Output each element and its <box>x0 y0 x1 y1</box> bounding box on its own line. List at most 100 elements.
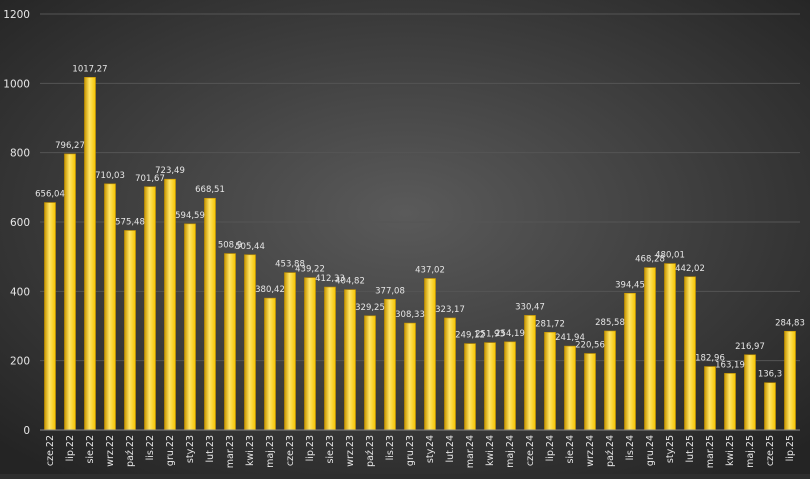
bar <box>624 292 636 431</box>
bar <box>144 186 156 431</box>
data-label: 723,49 <box>155 166 185 176</box>
data-label: 308,33 <box>395 310 425 320</box>
data-label: 453,88 <box>275 260 305 270</box>
x-tick-label: paź.23 <box>365 435 376 467</box>
data-label: 594,59 <box>175 211 205 221</box>
data-label: 241,94 <box>555 333 585 343</box>
data-label: 710,03 <box>95 171 125 181</box>
bar <box>664 263 676 431</box>
bar <box>704 366 716 431</box>
x-tick-label: lis.22 <box>145 435 156 460</box>
data-label: 412,33 <box>315 274 345 284</box>
data-label: 437,02 <box>415 265 445 275</box>
bar <box>44 202 56 431</box>
bar <box>484 342 496 431</box>
data-label: 163,19 <box>715 360 745 370</box>
data-label: 284,83 <box>775 318 805 328</box>
x-tick-label: sie.24 <box>565 435 576 464</box>
x-tick-label: lip.22 <box>65 435 76 461</box>
bar <box>84 77 96 431</box>
bar <box>364 315 376 431</box>
x-tick-label: kwi.23 <box>245 435 256 466</box>
data-label: 323,17 <box>435 305 465 315</box>
bar <box>264 297 276 431</box>
bar <box>244 254 256 431</box>
y-tick-label: 200 <box>10 356 30 368</box>
x-tick-label: lip.24 <box>545 435 556 461</box>
x-tick-label: cze.23 <box>285 435 296 466</box>
bar <box>64 153 76 431</box>
data-label: 439,22 <box>295 265 325 275</box>
bar <box>564 345 576 431</box>
x-tick-label: sie.23 <box>325 435 336 464</box>
data-label: 380,42 <box>255 285 285 295</box>
bar <box>504 341 516 431</box>
data-label: 656,04 <box>35 190 65 200</box>
data-label: 220,56 <box>575 341 605 351</box>
bar <box>224 253 236 431</box>
x-tick-label: maj.23 <box>265 435 276 468</box>
bar <box>744 354 756 431</box>
data-label: 330,47 <box>515 302 545 312</box>
x-tick-label: paź.22 <box>125 435 136 467</box>
bar <box>464 343 476 431</box>
data-label: 442,02 <box>675 264 705 274</box>
bar <box>724 373 736 431</box>
bar <box>124 230 136 431</box>
data-label: 136,3 <box>758 370 782 380</box>
x-tick-label: paź.24 <box>605 435 616 467</box>
x-tick-label: maj.24 <box>505 435 516 468</box>
x-tick-label: kwi.24 <box>485 435 496 466</box>
data-label: 468,28 <box>635 255 665 265</box>
data-label: 254,19 <box>495 329 525 339</box>
y-tick-label: 0 <box>23 425 30 437</box>
x-tick-label: lut.25 <box>685 435 696 463</box>
x-tick-label: mar.23 <box>225 435 236 468</box>
bar <box>444 317 456 431</box>
data-label: 1017,27 <box>72 64 107 74</box>
x-tick-label: sty.23 <box>185 435 196 463</box>
bar <box>644 267 656 431</box>
x-tick-label: lut.23 <box>205 435 216 463</box>
bar <box>584 353 596 431</box>
y-tick-label: 1000 <box>3 78 30 90</box>
data-label: 394,45 <box>615 280 645 290</box>
x-tick-label: mar.24 <box>465 435 476 468</box>
x-tick-label: sie.22 <box>85 435 96 464</box>
x-tick-label: cze.24 <box>525 435 536 466</box>
y-tick-label: 800 <box>10 148 30 160</box>
x-tick-label: wrz.23 <box>345 435 356 467</box>
data-label: 480,01 <box>655 251 685 261</box>
bar <box>184 223 196 431</box>
data-label: 281,72 <box>535 319 565 329</box>
y-tick-label: 400 <box>10 286 30 298</box>
x-tick-label: lut.24 <box>445 435 456 463</box>
data-label: 285,58 <box>595 318 625 328</box>
x-tick-label: lip.23 <box>305 435 316 461</box>
bar <box>304 277 316 431</box>
data-label: 508,9 <box>218 241 242 251</box>
data-label: 329,25 <box>355 303 385 313</box>
x-tick-label: mar.25 <box>705 435 716 468</box>
bar <box>424 278 436 431</box>
x-tick-label: lip.25 <box>785 435 796 461</box>
x-tick-label: gru.24 <box>645 435 656 466</box>
x-tick-label: cze.25 <box>765 435 776 466</box>
data-label: 251,93 <box>475 330 505 340</box>
x-tick-label: lis.23 <box>385 435 396 460</box>
bar <box>384 298 396 431</box>
x-tick-label: wrz.22 <box>105 435 116 467</box>
bar <box>604 330 616 431</box>
data-label: 505,44 <box>235 242 265 252</box>
x-tick-label: sty.25 <box>665 435 676 463</box>
bar <box>404 322 416 431</box>
bar <box>324 286 336 431</box>
data-label: 668,51 <box>195 185 225 195</box>
data-label: 377,08 <box>375 286 405 296</box>
x-tick-label: kwi.25 <box>725 435 736 466</box>
bar <box>784 330 796 431</box>
data-label: 249,12 <box>455 331 485 341</box>
data-label: 575,48 <box>115 218 145 228</box>
x-tick-label: lis.24 <box>625 435 636 460</box>
